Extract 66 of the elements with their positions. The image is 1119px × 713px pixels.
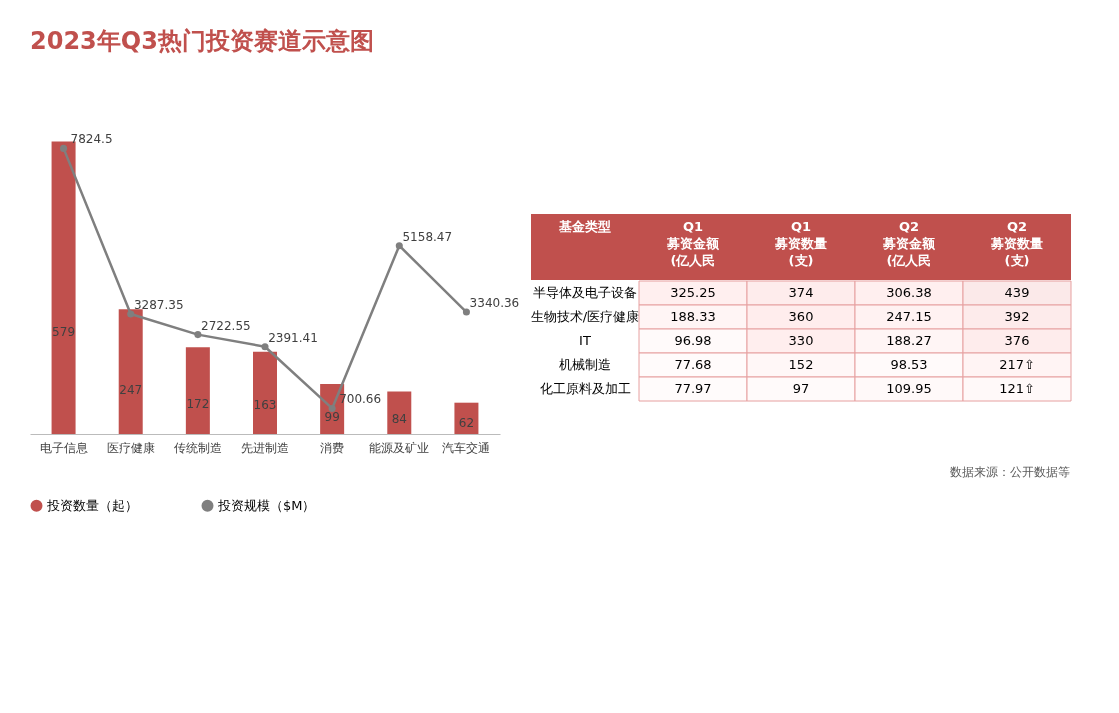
source-note: 数据来源：公开数据等 — [950, 465, 1070, 479]
data-label: 96.98 — [674, 333, 712, 348]
y-tick-label: 机械制造 — [559, 357, 611, 372]
data-label: 62 — [458, 416, 475, 431]
data-label: 152 — [788, 357, 814, 372]
y-tick-label: IT — [579, 333, 591, 348]
data-label: 579 — [52, 324, 76, 339]
data-label: 247.15 — [886, 309, 932, 324]
data-label: 374 — [788, 285, 814, 300]
data-label: 439 — [1004, 285, 1030, 300]
data-label: 109.95 — [886, 381, 932, 396]
data-label: 172 — [186, 396, 210, 411]
x-tick-label: 能源及矿业 — [369, 440, 430, 455]
point — [261, 343, 269, 351]
x-tick-label: 先进制造 — [241, 440, 289, 455]
x-tick-label: 消费 — [320, 440, 345, 455]
x-tick-label: Q2 募资数量 (支) — [990, 219, 1043, 268]
bar — [118, 309, 143, 434]
x-tick-label: Q1 募资金额 (亿人民 — [666, 219, 720, 268]
data-label: 77.68 — [674, 357, 712, 372]
data-label: 163 — [253, 398, 277, 413]
data-label: 84 — [391, 412, 407, 427]
bar — [387, 391, 412, 434]
bar — [253, 351, 277, 434]
y-tick-label: 生物技术/医疗健康 — [530, 309, 640, 324]
data-label: 330 — [788, 333, 814, 348]
y-tick-label: 化工原料及加工 — [539, 381, 631, 396]
data-label: 97 — [792, 381, 810, 396]
data-label: 376 — [1004, 333, 1030, 348]
point — [395, 242, 403, 250]
data-label: 188.27 — [886, 333, 932, 348]
data-label: 121⇧ — [999, 381, 1035, 396]
point — [127, 310, 135, 318]
bar — [51, 141, 76, 434]
data-label: 188.33 — [670, 309, 716, 324]
point — [60, 144, 68, 152]
x-tick-label: 电子信息 — [39, 440, 88, 455]
data-label: 98.53 — [890, 357, 928, 372]
x-tick-label: Q1 募资数量 (支) — [774, 219, 827, 268]
bar — [185, 347, 210, 434]
data-label: 5158.47 — [402, 229, 453, 244]
data-label: 360 — [788, 309, 814, 324]
chart-title: 2023年Q3热门投资赛道示意图 — [30, 27, 374, 55]
legend-label: 投资规模（$M） — [217, 497, 316, 513]
y-tick-label: 半导体及电子设备 — [533, 285, 637, 300]
data-label: 306.38 — [886, 285, 932, 300]
data-label: 2722.55 — [201, 318, 251, 333]
data-label: 7824.5 — [70, 132, 113, 147]
point — [328, 404, 336, 412]
x-tick-label: 医疗健康 — [106, 440, 155, 455]
x-tick-label: Q2 募资金额 (亿人民 — [882, 219, 936, 268]
data-label: 3340.36 — [469, 296, 520, 311]
x-tick-label: 汽车交通 — [442, 440, 491, 455]
data-label: 217⇧ — [999, 357, 1035, 372]
data-label: 3287.35 — [133, 298, 184, 313]
data-label: 247 — [119, 383, 143, 398]
y-axis-title: 基金类型 — [558, 219, 611, 234]
point — [462, 308, 470, 316]
data-label: 2391.41 — [268, 330, 318, 345]
point — [194, 331, 202, 339]
data-label: 99 — [324, 409, 340, 424]
data-label: 325.25 — [670, 285, 716, 300]
x-tick-label: 传统制造 — [173, 440, 222, 455]
legend-label: 投资数量（起） — [46, 497, 138, 513]
data-label: 77.97 — [674, 381, 712, 396]
data-label: 392 — [1004, 309, 1030, 324]
